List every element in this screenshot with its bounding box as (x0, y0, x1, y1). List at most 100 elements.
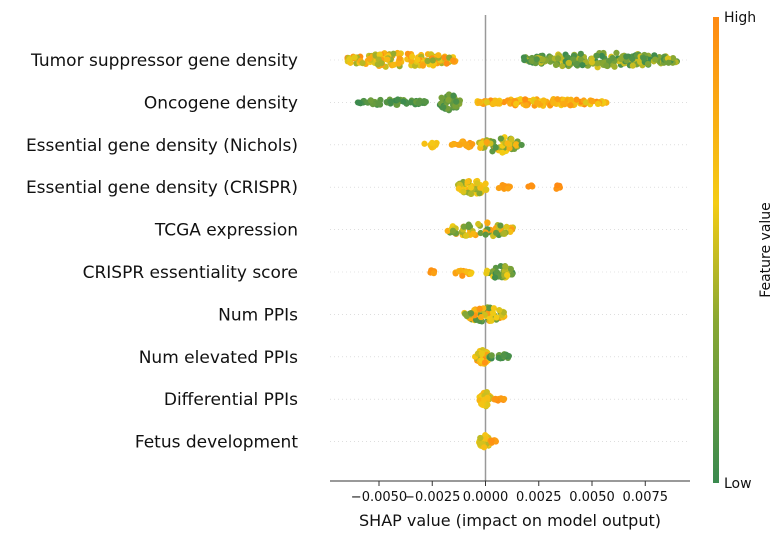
shap-point (497, 222, 504, 229)
shap-point (351, 54, 358, 61)
shap-point (508, 271, 516, 278)
shap-point (465, 223, 472, 231)
shap-point (486, 305, 493, 312)
shap-point (644, 60, 652, 68)
shap-point (455, 267, 462, 275)
shap-point (502, 263, 509, 270)
x-tick-label: 0.0075 (623, 490, 669, 505)
shap-point (593, 52, 600, 59)
shap-point (501, 395, 508, 403)
shap-point (367, 97, 374, 104)
shap-point (540, 97, 547, 104)
shap-point (533, 99, 541, 106)
shap-point (611, 63, 618, 70)
colorbar-high-label: High (724, 10, 756, 26)
shap-point (463, 232, 470, 239)
x-ticks: −0.0050−0.0025 0.0000 0.0025 0.0050 0.0075 (351, 481, 668, 505)
shap-point (478, 350, 485, 357)
shap-point (503, 223, 510, 231)
shap-point (482, 231, 489, 238)
shap-point (492, 229, 500, 236)
shap-point (500, 309, 507, 316)
shap-point (419, 62, 427, 69)
shap-point (504, 140, 511, 147)
shap-point (533, 56, 540, 63)
x-tick-label: −0.0025 (404, 490, 460, 505)
shap-point (459, 272, 466, 279)
shap-point (415, 99, 422, 107)
shap-point (453, 98, 460, 105)
shap-point (513, 100, 520, 107)
shap-point (505, 352, 512, 360)
shap-point (565, 59, 572, 67)
shap-point (552, 61, 560, 69)
shap-point (441, 54, 448, 61)
shap-point (409, 53, 416, 60)
shap-point (476, 305, 483, 312)
shap-point (489, 309, 497, 317)
shap-point (390, 61, 397, 68)
shap-point (355, 99, 362, 106)
shap-point (478, 401, 485, 408)
shap-point (539, 56, 546, 63)
shap-point (475, 220, 482, 228)
x-tick-label: 0.0000 (463, 490, 509, 505)
shap-point (518, 141, 525, 149)
shap-point (570, 56, 577, 63)
shap-point (395, 60, 402, 67)
shap-point (598, 52, 605, 60)
shap-point (467, 270, 474, 277)
shap-point (378, 60, 385, 67)
row-guides (330, 59, 690, 442)
shap-point (359, 60, 366, 67)
shap-point (483, 267, 491, 274)
shap-point (450, 141, 457, 148)
shap-point (521, 57, 528, 64)
shap-point (483, 139, 490, 146)
shap-point (573, 96, 580, 103)
shap-point (376, 51, 383, 58)
x-axis-title: SHAP value (impact on model output) (359, 511, 661, 530)
shap-point (429, 139, 436, 146)
x-tick-label: 0.0050 (569, 490, 615, 505)
shap-point (460, 188, 467, 195)
shap-point (640, 55, 647, 62)
shap-point (507, 265, 514, 273)
x-tick-label: −0.0050 (351, 490, 407, 505)
shap-point (478, 140, 485, 147)
shap-point (488, 437, 495, 444)
shap-point (579, 62, 586, 69)
shap-point (396, 55, 403, 62)
shap-point (469, 140, 476, 148)
colorbar: High Low Feature value (713, 10, 774, 492)
feature-labels: Tumor suppressor gene density Oncogene de… (26, 51, 298, 453)
shap-point (669, 55, 677, 62)
shap-point (481, 444, 488, 451)
shap-point (450, 57, 457, 64)
shap-point (384, 56, 391, 63)
shap-point (407, 99, 414, 106)
feature-label: Num PPIs (218, 305, 298, 325)
shap-point (492, 395, 499, 402)
shap-point (484, 219, 491, 226)
shap-point (449, 227, 457, 234)
shap-point (481, 359, 489, 366)
shap-point (440, 104, 447, 111)
shap-point (588, 59, 596, 66)
shap-point (491, 274, 499, 281)
shap-point (508, 135, 515, 143)
shap-point (470, 230, 477, 237)
shap-point (523, 102, 530, 109)
shap-point (577, 50, 584, 57)
feature-label: Tumor suppressor gene density (30, 51, 298, 71)
shap-point (629, 62, 636, 69)
shap-point (499, 149, 506, 156)
shap-point (477, 314, 485, 321)
feature-label: CRISPR essentiality score (83, 263, 298, 283)
shap-point (400, 98, 407, 105)
shap-point (594, 100, 602, 108)
shap-point (467, 190, 475, 197)
shap-point (429, 57, 436, 64)
feature-label: Essential gene density (CRISPR) (26, 178, 298, 198)
